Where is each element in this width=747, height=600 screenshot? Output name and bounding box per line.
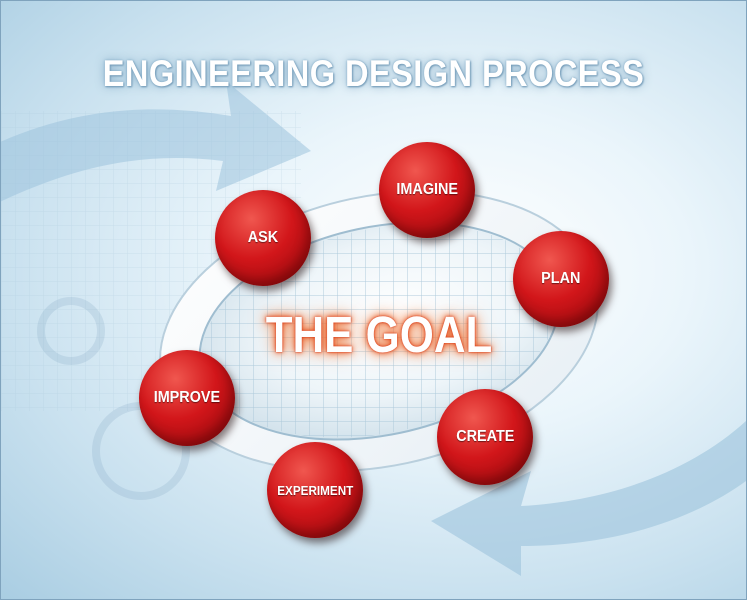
step-create[interactable]: CREATE xyxy=(437,389,533,485)
step-label: CREATE xyxy=(455,428,515,445)
step-plan[interactable]: PLAN xyxy=(513,231,609,327)
background-arrow-bottom-right xyxy=(431,421,746,576)
step-label: IMAGINE xyxy=(396,181,458,198)
step-label: EXPERIMENT xyxy=(276,482,354,498)
step-imagine[interactable]: IMAGINE xyxy=(379,142,475,238)
step-label: ASK xyxy=(247,229,279,246)
step-ask[interactable]: ASK xyxy=(215,190,311,286)
step-label: IMPROVE xyxy=(153,389,221,406)
diagram-title: ENGINEERING DESIGN PROCESS xyxy=(102,53,645,94)
step-improve[interactable]: IMPROVE xyxy=(139,350,235,446)
goal-label: THE GOAL xyxy=(265,306,493,363)
step-label: PLAN xyxy=(541,270,581,287)
step-experiment[interactable]: EXPERIMENT xyxy=(267,442,363,538)
background-arrow-top-left xyxy=(1,81,311,202)
